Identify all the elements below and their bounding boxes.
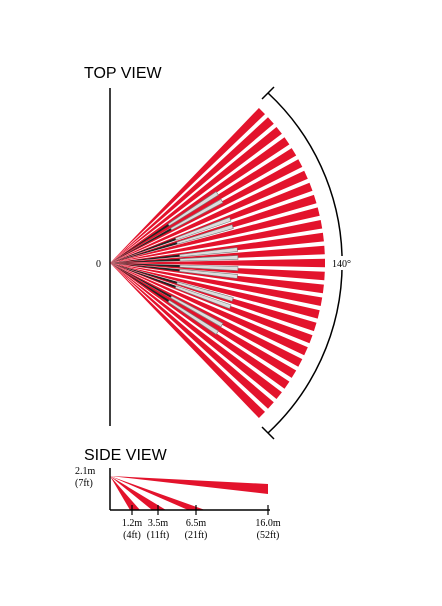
red-beam: [110, 245, 325, 263]
height-label: (7ft): [75, 478, 93, 489]
red-beam: [110, 263, 290, 389]
distance-label: (4ft): [123, 530, 141, 541]
red-beam: [110, 263, 308, 356]
dark-beam: [110, 263, 180, 268]
distance-label: 1.2m: [122, 518, 143, 529]
dark-beam: [110, 238, 177, 263]
red-beam: [110, 117, 274, 263]
gray-beam: [167, 191, 219, 227]
gray-beam: [175, 285, 232, 310]
dark-beam: [110, 263, 177, 288]
red-beam: [110, 263, 313, 344]
red-beam: [110, 207, 320, 263]
gray-beam: [170, 198, 224, 231]
red-beam: [110, 263, 323, 306]
dark-beam: [110, 263, 172, 298]
distance-label: 3.5m: [148, 518, 169, 529]
red-beam: [110, 182, 313, 263]
gray-beam: [179, 247, 238, 258]
red-beam: [110, 232, 324, 263]
distance-label: 16.0m: [255, 518, 281, 529]
dark-beam: [110, 258, 180, 263]
side-beam: [110, 476, 268, 494]
fan: [110, 108, 325, 418]
arc-end: [261, 426, 275, 440]
side-beam: [110, 476, 140, 510]
red-beam: [110, 258, 325, 268]
red-beam: [110, 263, 324, 294]
dark-beam: [110, 263, 180, 272]
red-beam: [110, 137, 290, 263]
red-beam: [110, 263, 320, 319]
gray-beam: [176, 224, 234, 245]
distance-label: 6.5m: [186, 518, 207, 529]
red-beam: [110, 148, 297, 263]
distance-ticks: 1.2m(4ft) 3.5m(11ft) 6.5m(21ft) 16.0m(52ft): [122, 505, 281, 541]
gray-beam: [179, 264, 239, 271]
side-view-title: SIDE VIEW: [84, 447, 168, 464]
dark-beam: [110, 228, 172, 263]
label-bg: [330, 256, 352, 270]
red-beam: [110, 127, 282, 263]
gray-beam: [175, 216, 232, 241]
distance-label: (21ft): [185, 530, 208, 541]
gray-beam: [176, 281, 234, 302]
gray-beam: [170, 295, 224, 328]
red-beam: [110, 263, 325, 281]
red-beam: [110, 194, 317, 263]
red-beam: [110, 263, 297, 378]
side-beams: [110, 476, 268, 510]
gray-beam: [179, 255, 239, 262]
red-beam: [110, 170, 308, 263]
height-label: 2.1m: [75, 466, 96, 477]
angle-label: 140°: [332, 259, 351, 270]
distance-label: (52ft): [257, 530, 280, 541]
distance-label: (11ft): [147, 530, 169, 541]
red-beam: [110, 263, 274, 409]
red-beam: [110, 263, 317, 332]
red-beam: [110, 220, 323, 263]
red-beam: [110, 263, 282, 399]
origin-label: 0: [96, 259, 101, 270]
gray-beam: [167, 299, 219, 335]
red-beam: [110, 263, 265, 418]
red-beam: [110, 108, 265, 263]
side-beam: [110, 476, 166, 510]
dark-beam: [110, 263, 170, 302]
gray-beam: [179, 268, 238, 279]
side-beam: [110, 476, 205, 510]
dark-beam: [110, 263, 178, 284]
dark-beam: [110, 254, 180, 263]
arc-end: [261, 86, 275, 100]
dark-beam: [110, 242, 178, 263]
top-view-title: TOP VIEW: [84, 65, 163, 82]
dark-beam: [110, 224, 170, 263]
